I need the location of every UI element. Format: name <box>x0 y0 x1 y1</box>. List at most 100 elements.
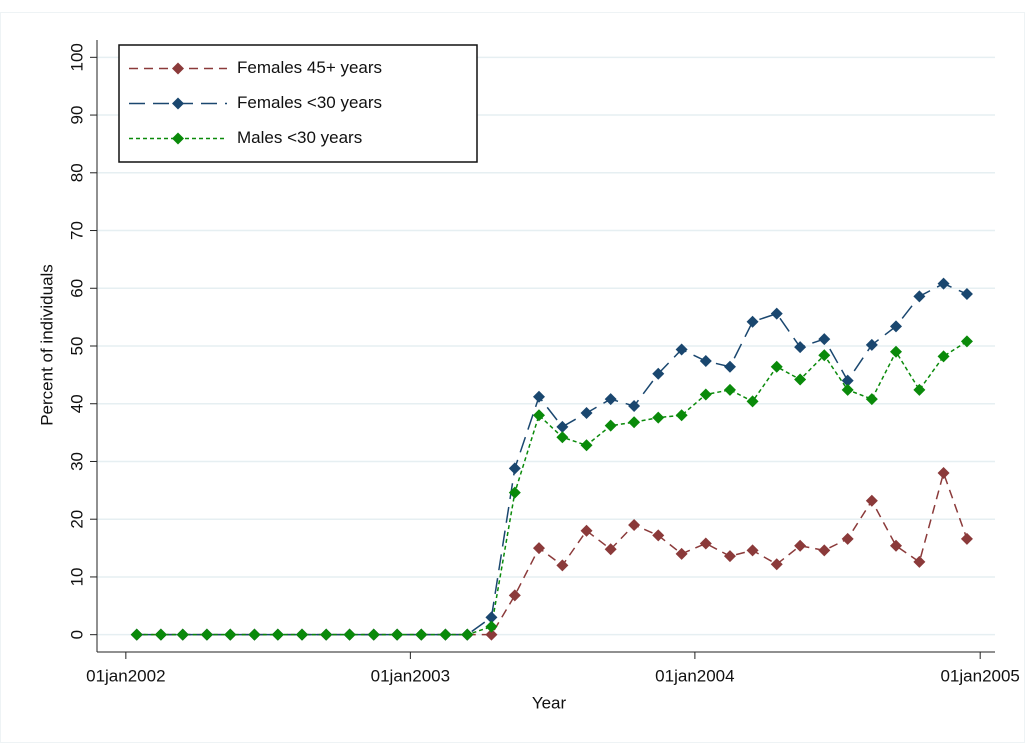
point-marker <box>224 628 237 641</box>
point-marker <box>320 628 333 641</box>
y-tick-label: 20 <box>67 510 86 529</box>
point-marker <box>675 409 688 422</box>
point-marker <box>580 406 593 419</box>
point-marker <box>485 620 498 633</box>
point-marker <box>439 628 452 641</box>
point-marker <box>794 373 807 386</box>
point-marker <box>770 558 783 571</box>
point-marker <box>628 416 641 429</box>
point-marker <box>960 288 973 301</box>
legend-marker <box>172 62 184 75</box>
point-marker <box>343 628 356 641</box>
point-marker <box>130 628 143 641</box>
point-marker <box>532 409 545 422</box>
y-tick-label: 40 <box>67 394 86 413</box>
point-marker <box>794 341 807 354</box>
point-marker <box>176 628 189 641</box>
point-marker <box>652 367 665 380</box>
point-marker <box>296 628 309 641</box>
point-marker <box>723 383 736 396</box>
point-marker <box>770 360 783 373</box>
point-marker <box>604 543 617 556</box>
x-tick-label: 01jan2004 <box>655 666 734 685</box>
point-marker <box>723 360 736 373</box>
legend-label: Males <30 years <box>237 128 362 147</box>
point-marker <box>556 559 569 572</box>
y-tick-label: 10 <box>67 567 86 586</box>
point-marker <box>532 390 545 403</box>
point-marker <box>937 350 950 363</box>
point-marker <box>652 411 665 424</box>
point-marker <box>890 320 903 333</box>
series-line <box>136 282 968 636</box>
point-marker <box>818 333 831 346</box>
legend-marker <box>172 132 184 145</box>
point-marker <box>699 388 712 401</box>
point-marker <box>841 383 854 396</box>
y-tick-label: 70 <box>67 221 86 240</box>
point-marker <box>652 529 665 542</box>
point-marker <box>271 628 284 641</box>
axes: 0 10 20 30 40 50 60 70 80 90 100 01jan2002 01jan2003… <box>67 40 1020 685</box>
point-marker <box>746 395 759 408</box>
point-marker <box>794 539 807 552</box>
point-marker <box>508 462 521 475</box>
point-marker <box>556 420 569 433</box>
point-marker <box>865 338 878 351</box>
point-marker <box>890 539 903 552</box>
series-line <box>136 340 968 636</box>
point-marker <box>699 537 712 550</box>
point-marker <box>604 393 617 406</box>
point-marker <box>913 555 926 568</box>
y-tick-label: 30 <box>67 452 86 471</box>
point-marker <box>415 628 428 641</box>
point-marker <box>770 307 783 320</box>
point-marker <box>865 494 878 507</box>
point-marker <box>699 355 712 368</box>
point-marker <box>865 393 878 406</box>
legend: Females 45+ years Females <30 years Males … <box>118 44 478 163</box>
plot <box>130 277 973 641</box>
x-axis-title: Year <box>532 693 567 712</box>
point-marker <box>890 345 903 358</box>
point-marker <box>675 547 688 560</box>
y-tick-label: 0 <box>67 630 86 639</box>
point-marker <box>937 277 950 290</box>
point-marker <box>937 467 950 480</box>
point-marker <box>841 374 854 387</box>
point-marker <box>628 400 641 413</box>
point-marker <box>604 419 617 432</box>
y-tick-label: 100 <box>67 43 86 71</box>
point-marker <box>154 628 167 641</box>
legend-label: Females <30 years <box>237 93 382 112</box>
point-marker <box>580 524 593 537</box>
point-marker <box>485 611 498 624</box>
legend-label: Females 45+ years <box>237 58 382 77</box>
x-tick-label: 01jan2002 <box>86 666 165 685</box>
x-tick-label: 01jan2003 <box>371 666 450 685</box>
point-marker <box>913 383 926 396</box>
y-tick-label: 90 <box>67 106 86 125</box>
point-marker <box>818 349 831 362</box>
x-tick-label: 01jan2005 <box>940 666 1019 685</box>
legend-marker <box>172 97 184 110</box>
point-marker <box>746 315 759 328</box>
y-tick-label: 60 <box>67 279 86 298</box>
point-marker <box>723 550 736 563</box>
point-marker <box>556 431 569 444</box>
point-marker <box>746 544 759 557</box>
point-marker <box>818 544 831 557</box>
point-marker <box>532 542 545 555</box>
point-marker <box>675 343 688 356</box>
point-marker <box>841 532 854 545</box>
point-marker <box>960 532 973 545</box>
point-marker <box>508 589 521 602</box>
y-tick-label: 80 <box>67 163 86 182</box>
point-marker <box>960 335 973 348</box>
point-marker <box>200 628 213 641</box>
point-marker <box>508 486 521 499</box>
point-marker <box>367 628 380 641</box>
point-marker <box>628 518 641 531</box>
point-marker <box>248 628 261 641</box>
